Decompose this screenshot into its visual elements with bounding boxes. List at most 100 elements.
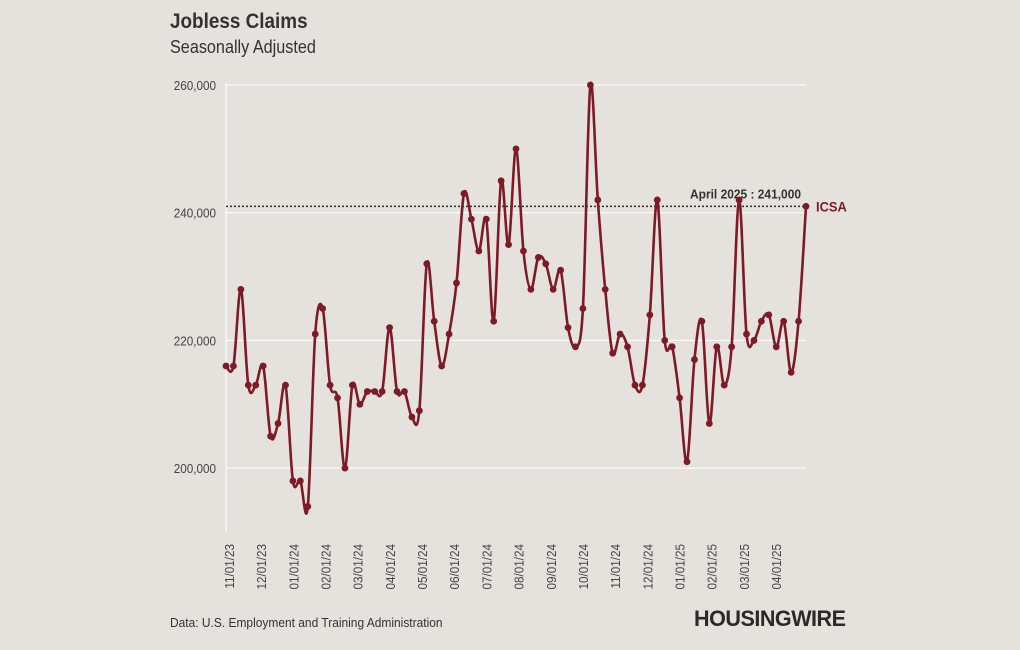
data-point [475, 247, 483, 255]
x-tick-label: 04/01/25 [769, 544, 784, 590]
data-point [534, 254, 542, 261]
data-point [393, 388, 401, 395]
data-point [460, 190, 468, 197]
data-point [438, 362, 446, 370]
data-point [356, 400, 364, 408]
data-point [453, 279, 460, 287]
data-point [341, 464, 349, 472]
data-point [668, 343, 676, 351]
data-point [601, 285, 609, 293]
x-tick-label: 03/01/24 [351, 544, 366, 590]
data-point [512, 145, 520, 153]
data-point [639, 381, 646, 389]
y-tick-label: 260,000 [174, 78, 216, 93]
data-point [386, 324, 393, 332]
data-point [363, 388, 371, 395]
data-point [795, 317, 802, 325]
data-point [408, 413, 416, 421]
data-point [698, 317, 706, 325]
data-point [319, 305, 327, 312]
x-tick-label: 08/01/24 [512, 544, 527, 590]
data-point [557, 266, 565, 274]
data-point [653, 196, 661, 204]
data-point [609, 349, 617, 357]
data-point [378, 388, 386, 395]
data-source-note: Data: U.S. Employment and Training Admin… [170, 615, 443, 630]
data-point [728, 343, 736, 351]
data-point [326, 381, 334, 389]
data-point [765, 311, 773, 319]
x-tick-label: 11/01/23 [222, 544, 237, 589]
data-point [787, 368, 795, 376]
data-point [423, 260, 431, 268]
data-point [415, 407, 423, 415]
x-tick-label: 10/01/24 [576, 544, 591, 590]
x-tick-label: 12/01/24 [641, 544, 656, 590]
data-point [430, 317, 438, 325]
data-point [594, 196, 602, 204]
data-point [750, 337, 758, 344]
x-tick-label: 04/01/24 [383, 544, 398, 590]
data-point [705, 420, 713, 427]
x-tick-label: 07/01/24 [480, 544, 495, 590]
data-point [267, 432, 275, 440]
data-point [780, 317, 788, 325]
y-tick-label: 220,000 [174, 334, 216, 349]
data-point [572, 343, 579, 351]
data-point [735, 196, 743, 204]
data-point [720, 381, 728, 389]
data-point [586, 81, 594, 89]
y-tick-label: 200,000 [174, 462, 216, 477]
data-point [802, 202, 810, 210]
housingwire-logo: HOUSINGWIRE [694, 606, 846, 631]
x-tick-label: 09/01/24 [544, 544, 559, 590]
data-point [296, 477, 304, 485]
reference-line-label: April 2025 : 241,000 [690, 187, 801, 202]
data-point [274, 420, 282, 427]
data-point [505, 241, 512, 249]
data-point [520, 247, 527, 255]
data-point [230, 362, 237, 370]
data-point [259, 362, 267, 370]
data-point [676, 394, 683, 402]
y-tick-label: 240,000 [174, 206, 216, 221]
x-tick-label: 01/01/25 [673, 544, 688, 590]
data-point [222, 362, 230, 370]
data-point [772, 343, 780, 351]
data-point [616, 330, 624, 338]
data-point [549, 285, 557, 293]
data-point [564, 324, 572, 332]
data-point [334, 394, 341, 402]
data-point [691, 356, 698, 363]
data-point [713, 343, 721, 351]
data-point [467, 215, 475, 223]
data-point [282, 381, 289, 389]
data-point [445, 330, 453, 338]
data-point [743, 330, 750, 338]
data-point [252, 381, 260, 389]
data-point [490, 317, 498, 325]
data-point [237, 285, 245, 293]
data-point [482, 215, 490, 223]
data-point [497, 177, 505, 185]
data-point [401, 388, 408, 395]
x-tick-label: 02/01/24 [319, 544, 334, 590]
data-point [311, 330, 319, 338]
chart-subtitle: Seasonally Adjusted [170, 37, 316, 57]
data-point [646, 311, 654, 319]
data-point [244, 381, 252, 389]
chart-title: Jobless Claims [170, 10, 308, 33]
data-point [304, 503, 312, 510]
data-point [349, 381, 356, 389]
x-tick-label: 01/01/24 [287, 544, 302, 590]
data-point [542, 260, 550, 268]
data-point [527, 285, 535, 293]
data-point [579, 305, 587, 312]
data-point [624, 343, 631, 351]
series-label: ICSA [816, 199, 847, 215]
x-tick-label: 06/01/24 [448, 544, 463, 590]
data-point [289, 477, 297, 485]
data-point [371, 388, 379, 395]
data-point [631, 381, 639, 389]
